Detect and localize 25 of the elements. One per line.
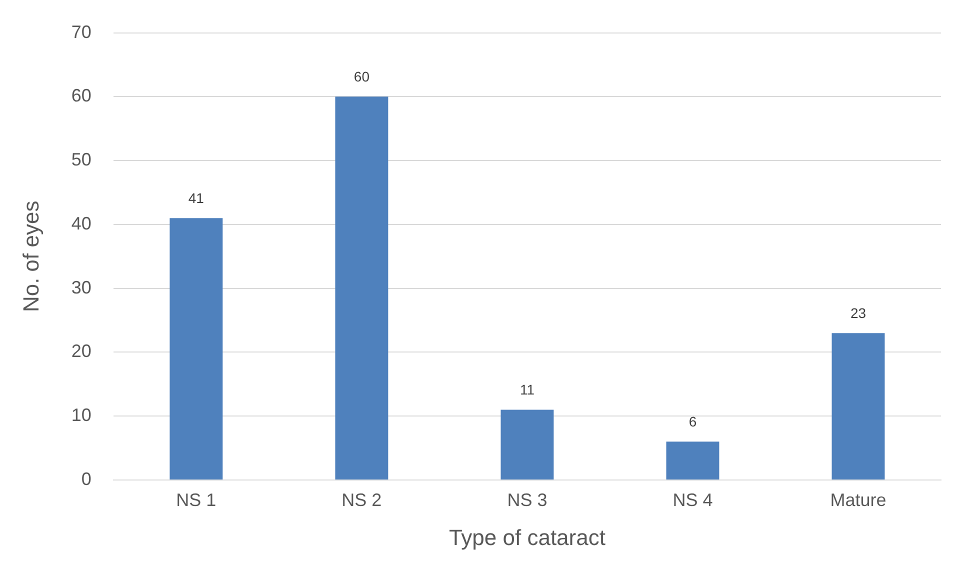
y-tick-label: 0 bbox=[81, 468, 92, 489]
y-tick-label: 40 bbox=[71, 213, 92, 234]
data-label: 41 bbox=[188, 190, 204, 206]
bar bbox=[666, 442, 720, 480]
x-tick-label: NS 2 bbox=[342, 490, 382, 510]
data-label: 23 bbox=[850, 304, 866, 321]
x-tick-label: Mature bbox=[830, 490, 886, 510]
data-label: 6 bbox=[688, 414, 697, 430]
x-tick-label: NS 1 bbox=[176, 490, 216, 510]
y-tick-label: 30 bbox=[71, 277, 92, 298]
y-tick-label: 50 bbox=[71, 150, 92, 170]
bar bbox=[500, 410, 554, 480]
x-tick-label: NS 3 bbox=[507, 490, 548, 510]
bar bbox=[170, 218, 223, 480]
bar bbox=[832, 333, 885, 480]
x-axis-title: Type of cataract bbox=[448, 524, 606, 550]
data-label: 11 bbox=[520, 382, 535, 398]
y-tick-label: 70 bbox=[71, 22, 92, 42]
y-axis-title: No. of eyes bbox=[18, 200, 44, 312]
y-tick-label: 10 bbox=[71, 405, 92, 426]
y-tick-label: 60 bbox=[71, 86, 92, 106]
x-tick-label: NS 4 bbox=[672, 490, 713, 510]
y-tick-label: 20 bbox=[71, 341, 92, 362]
bar bbox=[335, 96, 388, 480]
data-label: 60 bbox=[354, 68, 370, 85]
